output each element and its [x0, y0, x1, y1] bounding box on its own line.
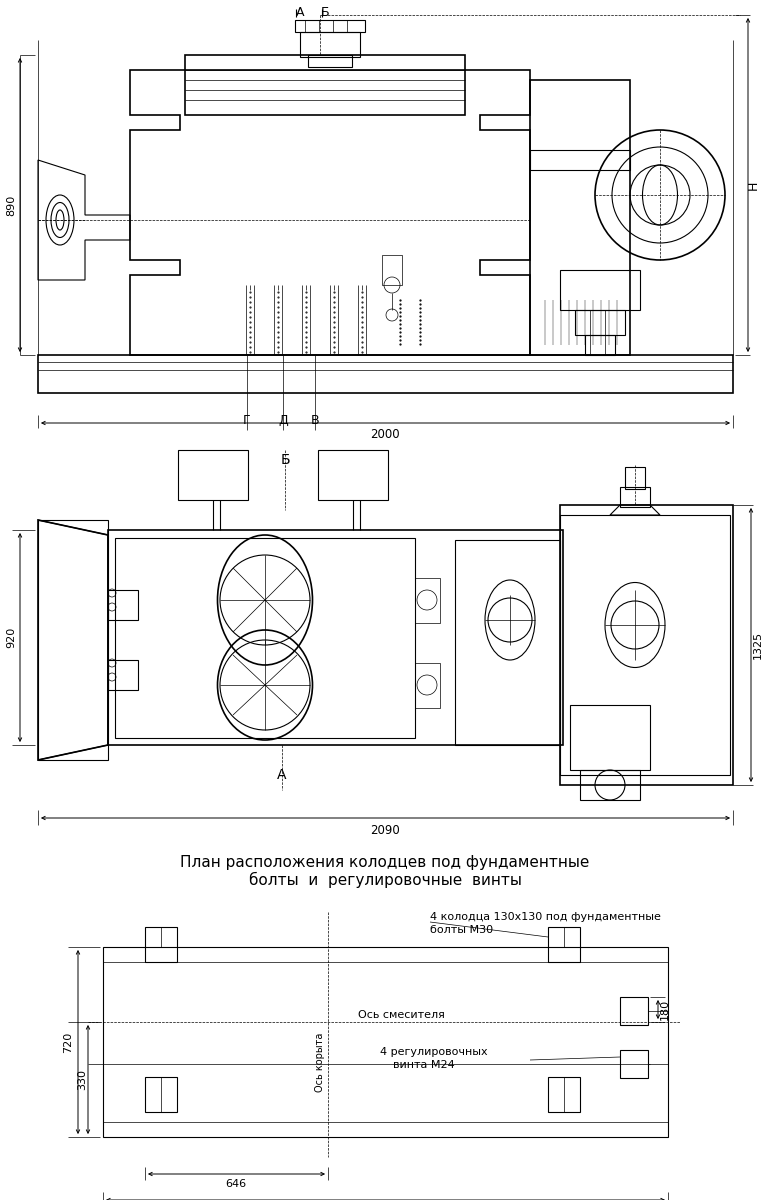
- Text: Б: Б: [321, 6, 329, 19]
- Text: Ось смесителя: Ось смесителя: [358, 1010, 445, 1020]
- Bar: [560, 270, 640, 310]
- Bar: [620, 487, 650, 506]
- Bar: [308, 55, 352, 67]
- Bar: [575, 310, 625, 335]
- Text: 4 колодца 130х130 под фундаментные: 4 колодца 130х130 под фундаментные: [430, 912, 661, 922]
- Text: Д: Д: [278, 414, 288, 426]
- Text: План расположения колодцев под фундаментные: План расположения колодцев под фундамент…: [180, 854, 590, 870]
- Bar: [145, 926, 177, 962]
- Bar: [300, 32, 360, 56]
- Text: 4 регулировочных: 4 регулировочных: [380, 1046, 487, 1057]
- Bar: [38, 355, 733, 392]
- Text: Ось корыта: Ось корыта: [315, 1032, 325, 1092]
- Bar: [548, 926, 580, 962]
- Text: 720: 720: [63, 1031, 73, 1052]
- Text: болты  и  регулировочные  винты: болты и регулировочные винты: [248, 872, 521, 888]
- Text: А: А: [296, 6, 305, 19]
- Bar: [178, 450, 248, 500]
- Bar: [530, 80, 630, 355]
- Text: Н: Н: [746, 180, 759, 190]
- Bar: [382, 254, 402, 284]
- Bar: [620, 1050, 648, 1078]
- Text: А: А: [278, 768, 287, 782]
- Bar: [318, 450, 388, 500]
- Bar: [625, 467, 645, 490]
- Text: 920: 920: [6, 626, 16, 648]
- Bar: [145, 1078, 177, 1112]
- Bar: [415, 662, 440, 708]
- Text: В: В: [311, 414, 319, 426]
- Bar: [103, 947, 668, 1138]
- Text: Г: Г: [243, 414, 251, 426]
- Bar: [580, 770, 640, 800]
- Bar: [185, 55, 465, 115]
- Bar: [455, 540, 560, 745]
- Bar: [108, 530, 563, 745]
- Bar: [115, 538, 415, 738]
- Text: 890: 890: [6, 194, 16, 216]
- Text: 1325: 1325: [753, 631, 763, 659]
- Bar: [108, 660, 138, 690]
- Text: болты М30: болты М30: [430, 925, 493, 935]
- Bar: [620, 997, 648, 1025]
- Text: 646: 646: [225, 1178, 247, 1189]
- Bar: [560, 515, 730, 775]
- Bar: [585, 335, 615, 355]
- Text: винта М24: винта М24: [393, 1060, 455, 1070]
- Text: 2090: 2090: [370, 823, 400, 836]
- Bar: [570, 704, 650, 770]
- Text: 2000: 2000: [370, 428, 400, 442]
- Bar: [415, 578, 440, 623]
- Bar: [530, 150, 630, 170]
- Bar: [108, 590, 138, 620]
- Bar: [548, 1078, 580, 1112]
- Text: 180: 180: [660, 998, 670, 1020]
- Text: Б: Б: [280, 452, 290, 467]
- Bar: [295, 20, 365, 32]
- Text: 330: 330: [77, 1069, 87, 1091]
